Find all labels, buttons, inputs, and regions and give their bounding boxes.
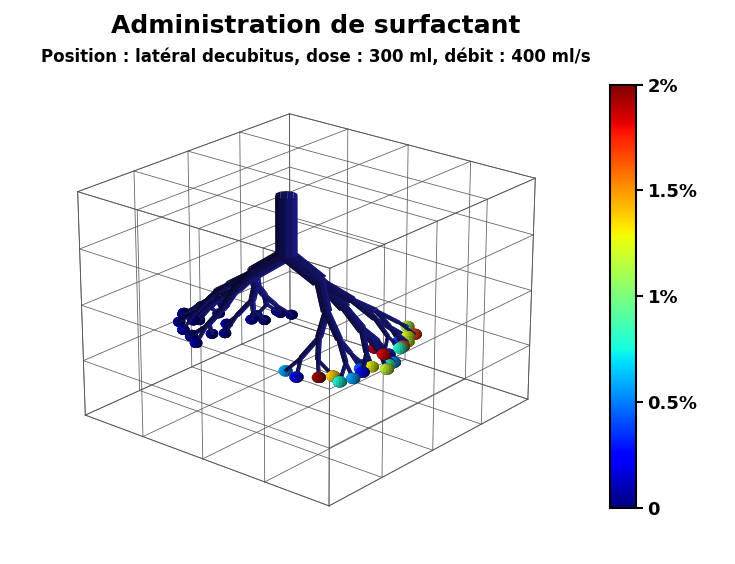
Text: Administration de surfactant: Administration de surfactant — [111, 14, 521, 38]
Text: Position : latéral decubitus, dose : 300 ml, débit : 400 ml/s: Position : latéral decubitus, dose : 300… — [41, 48, 591, 66]
